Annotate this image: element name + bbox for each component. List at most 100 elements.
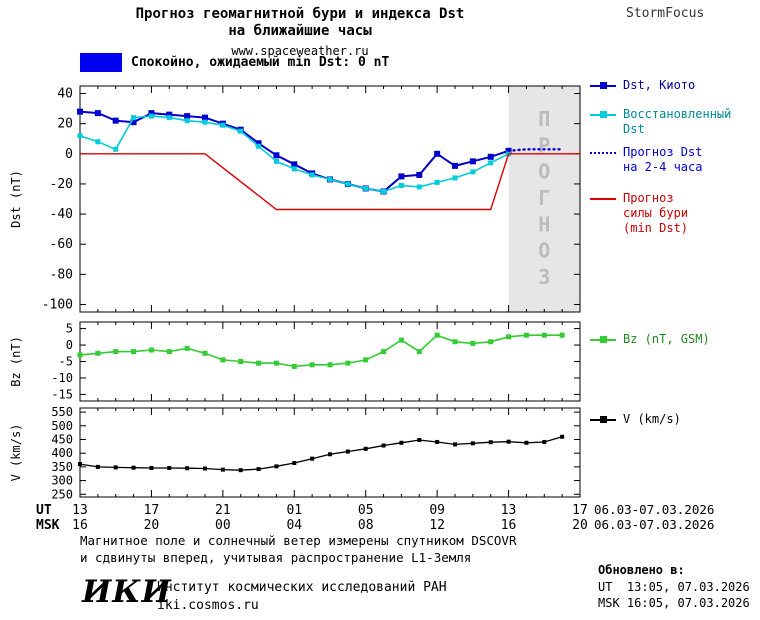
y-tick-label: 500 bbox=[51, 419, 73, 433]
date-range-msk: 06.03-07.03.2026 bbox=[594, 517, 714, 532]
y-tick-label: -15 bbox=[51, 387, 73, 401]
legend-label: V (km/s) bbox=[623, 412, 681, 426]
updated-msk: MSK 16:05, 07.03.2026 bbox=[598, 596, 750, 610]
forecast-band-label: П bbox=[538, 107, 550, 131]
x-tick-ut: 13 bbox=[72, 503, 88, 518]
y-tick-label: 5 bbox=[66, 322, 73, 336]
date-range-ut: 06.03-07.03.2026 bbox=[594, 502, 714, 517]
dst-frame bbox=[79, 85, 581, 313]
forecast-band-label: Н bbox=[538, 212, 550, 236]
bz-axis-label: Bz (nT) bbox=[9, 336, 23, 387]
legend-label: Bz (nT, GSM) bbox=[623, 332, 710, 346]
y-tick-label: -10 bbox=[51, 371, 73, 385]
y-tick-label: -80 bbox=[50, 267, 73, 282]
series-dst-forecast bbox=[507, 148, 564, 153]
updated-label: Обновлено в: bbox=[598, 563, 685, 577]
x-tick-msk: 12 bbox=[429, 518, 445, 533]
x-tick-ut: 21 bbox=[215, 503, 231, 518]
series-dst-kyoto bbox=[77, 108, 512, 195]
iki-logo: ИКИ bbox=[82, 574, 172, 610]
ut-row-label: UT bbox=[36, 503, 52, 518]
x-tick-ut: 17 bbox=[144, 503, 160, 518]
y-tick-label: -60 bbox=[50, 237, 73, 252]
forecast-band-label: Р bbox=[538, 133, 550, 157]
legend-label: Восстановленный Dst bbox=[623, 107, 732, 136]
legend-entry: V (km/s) bbox=[590, 412, 758, 427]
x-axis-labels: UTMSK1316172021000104050809121316172006.… bbox=[36, 502, 714, 533]
forecast-band-label: О bbox=[538, 160, 550, 184]
msk-row-label: MSK bbox=[36, 518, 60, 533]
bz-frame bbox=[79, 321, 581, 402]
legend-entry: Прогноз силы бури (min Dst) bbox=[590, 191, 758, 236]
x-tick-ut: 09 bbox=[429, 503, 445, 518]
legend-label: Прогноз Dst на 2-4 часа bbox=[623, 145, 703, 174]
x-tick-ut: 01 bbox=[286, 503, 302, 518]
x-tick-msk: 20 bbox=[572, 518, 588, 533]
legend-sample-solid bbox=[590, 334, 616, 346]
y-tick-label: 550 bbox=[51, 405, 73, 419]
y-tick-label: 0 bbox=[65, 147, 73, 162]
y-tick-label: 350 bbox=[51, 460, 73, 474]
legend-entry: Dst, Киото bbox=[590, 78, 758, 93]
quiet-level-swatch bbox=[80, 53, 122, 72]
institute-name: Институт космических исследований РАН bbox=[157, 580, 447, 595]
v-axis-label: V (km/s) bbox=[9, 424, 23, 482]
y-tick-label: 250 bbox=[51, 487, 73, 501]
legend-sample-solid bbox=[590, 80, 616, 92]
x-tick-msk: 16 bbox=[72, 518, 88, 533]
brand-label: StormFocus bbox=[626, 6, 705, 21]
forecast-band bbox=[508, 86, 580, 312]
institute-url-link[interactable]: iki.cosmos.ru bbox=[157, 598, 259, 613]
dst-axis-label: Dst (nT) bbox=[9, 170, 23, 228]
y-tick-label: 450 bbox=[51, 432, 73, 446]
x-tick-msk: 08 bbox=[358, 518, 374, 533]
measurement-note-line2: и сдвинуты вперед, учитывая распростране… bbox=[80, 550, 472, 565]
series-v bbox=[78, 434, 565, 473]
x-tick-msk: 20 bbox=[144, 518, 160, 533]
legend-bz: Bz (nT, GSM) bbox=[590, 332, 758, 347]
legend-entry: Прогноз Dst на 2-4 часа bbox=[590, 145, 758, 175]
bz-panel: 5 0 -5 -10 -15 Bz (nT) bbox=[9, 321, 581, 402]
forecast-band-label: Г bbox=[538, 186, 550, 210]
updated-ut: UT 13:05, 07.03.2026 bbox=[598, 580, 750, 594]
x-tick-ut: 05 bbox=[358, 503, 374, 518]
y-tick-label: -40 bbox=[50, 207, 73, 222]
legend-sample-dotted bbox=[590, 147, 616, 159]
legend-v: V (km/s) bbox=[590, 412, 758, 427]
forecast-band-label: О bbox=[538, 239, 550, 263]
legend-label: Прогноз силы бури (min Dst) bbox=[623, 191, 689, 235]
legend-entry: Восстановленный Dst bbox=[590, 107, 758, 137]
forecast-band-label: З bbox=[538, 265, 550, 289]
legend-sample-solid bbox=[590, 414, 616, 426]
x-tick-msk: 16 bbox=[501, 518, 517, 533]
page-header: Прогноз геомагнитной бури и индекса Dst … bbox=[40, 6, 560, 59]
x-tick-msk: 04 bbox=[286, 518, 302, 533]
page-title: Прогноз геомагнитной бури и индекса Dst bbox=[135, 6, 465, 22]
legend-dst: Dst, Киото Восстановленный Dst Прогноз Dst… bbox=[590, 78, 758, 236]
y-tick-label: 300 bbox=[51, 474, 73, 488]
legend-sample-solid bbox=[590, 193, 616, 205]
storm-status-row: Спокойно, ожидаемый min Dst: 0 nT bbox=[80, 53, 389, 72]
series-storm-forecast bbox=[80, 153, 580, 211]
y-tick-label: 40 bbox=[57, 87, 73, 102]
y-tick-label: -5 bbox=[59, 355, 73, 369]
y-tick-label: 0 bbox=[66, 338, 73, 352]
y-tick-label: -20 bbox=[50, 177, 73, 192]
page-subtitle: на ближайшие часы bbox=[228, 23, 372, 39]
series-bz bbox=[77, 332, 565, 369]
site-link[interactable]: www.spaceweather.ru bbox=[231, 44, 369, 58]
x-tick-msk: 00 bbox=[215, 518, 231, 533]
y-tick-label: -100 bbox=[42, 297, 73, 312]
x-tick-ut: 17 bbox=[572, 503, 588, 518]
legend-label: Dst, Киото bbox=[623, 78, 696, 92]
y-tick-label: 20 bbox=[57, 117, 73, 132]
series-dst-recovered bbox=[77, 113, 512, 194]
measurement-note-line1: Магнитное поле и солнечный ветер измерен… bbox=[80, 533, 517, 548]
y-tick-label: 400 bbox=[51, 446, 73, 460]
legend-sample-solid bbox=[590, 109, 616, 121]
status-text: Спокойно, ожидаемый min Dst: 0 nT bbox=[131, 55, 390, 70]
